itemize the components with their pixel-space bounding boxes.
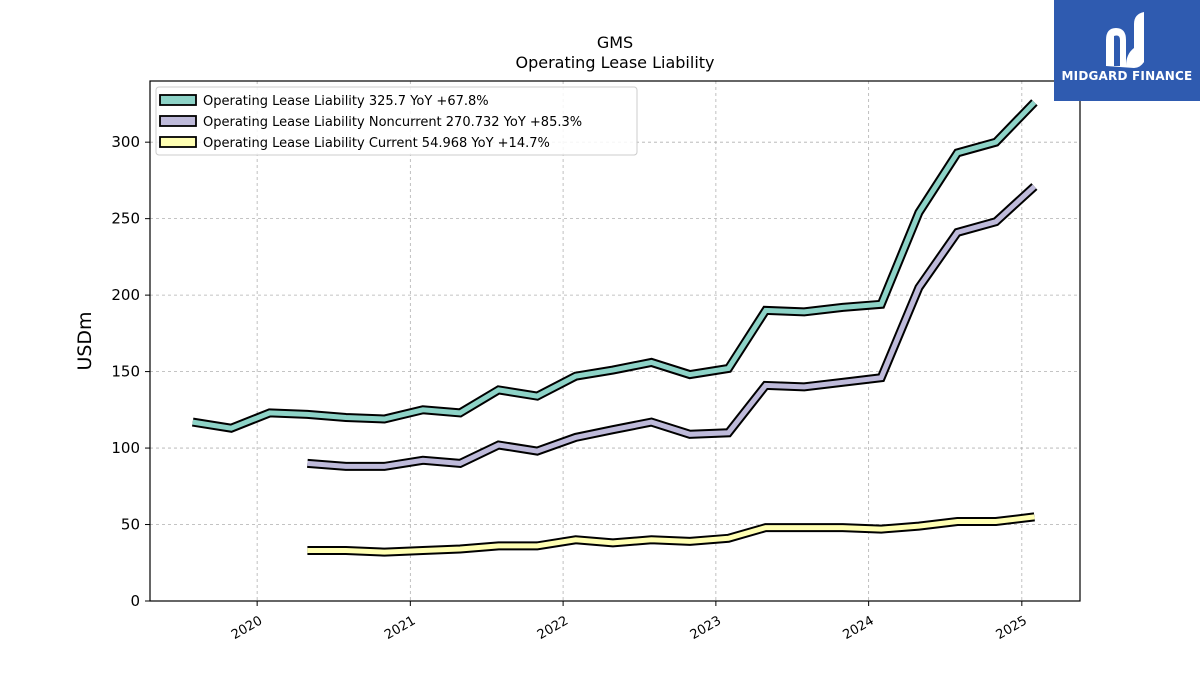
chart-title: GMS	[597, 33, 633, 52]
legend-item: Operating Lease Liability Current 54.968…	[159, 136, 550, 151]
plot-frame	[149, 80, 1081, 602]
brand-name: MIDGARD FINANCE	[1061, 69, 1193, 83]
y-tick-label: 50	[121, 516, 140, 534]
legend: Operating Lease Liability 325.7 YoY +67.…	[155, 86, 638, 156]
legend-item: Operating Lease Liability Noncurrent 270…	[159, 115, 582, 130]
x-tick-label: 2020	[229, 613, 265, 643]
x-tick-label: 2022	[535, 613, 571, 643]
legend-frame	[155, 86, 638, 156]
x-tick-label: 2023	[688, 613, 724, 643]
legend-label: Operating Lease Liability Noncurrent 270…	[203, 115, 582, 130]
x-axis: 2020 2021 2022 2023 2024 2025	[229, 601, 1030, 643]
y-tick-label: 250	[111, 210, 140, 228]
series-line	[307, 514, 1035, 555]
series-lines	[191, 99, 1038, 557]
legend-swatch	[159, 115, 197, 127]
y-tick-label: 0	[130, 592, 140, 610]
y-tick-label: 300	[111, 133, 140, 151]
series-1	[191, 99, 1038, 433]
series-2	[307, 183, 1038, 471]
series-line-outline	[307, 512, 1035, 557]
chart-subtitle: Operating Lease Liability	[515, 53, 714, 72]
legend-label: Operating Lease Liability Current 54.968…	[203, 136, 550, 151]
y-tick-label: 200	[111, 286, 140, 304]
series-line	[307, 184, 1037, 469]
y-tick-label: 150	[111, 363, 140, 381]
series-line-outline	[307, 183, 1038, 471]
legend-swatch	[159, 94, 197, 106]
legend-item: Operating Lease Liability 325.7 YoY +67.…	[159, 94, 489, 109]
y-tick-label: 100	[111, 439, 140, 457]
midgard-m-logo-icon	[1106, 12, 1144, 68]
y-axis-label: USDm	[74, 311, 96, 370]
series-3	[307, 512, 1035, 557]
legend-swatch	[159, 136, 197, 148]
legend-label: Operating Lease Liability 325.7 YoY +67.…	[203, 94, 489, 109]
y-axis: 0 50 100 150 200 250 300	[111, 133, 150, 610]
series-line	[192, 100, 1037, 431]
x-tick-label: 2024	[840, 613, 876, 643]
x-tick-label: 2021	[382, 613, 418, 643]
brand-logo: MIDGARD FINANCE	[1054, 0, 1200, 101]
x-tick-label: 2025	[994, 613, 1030, 643]
